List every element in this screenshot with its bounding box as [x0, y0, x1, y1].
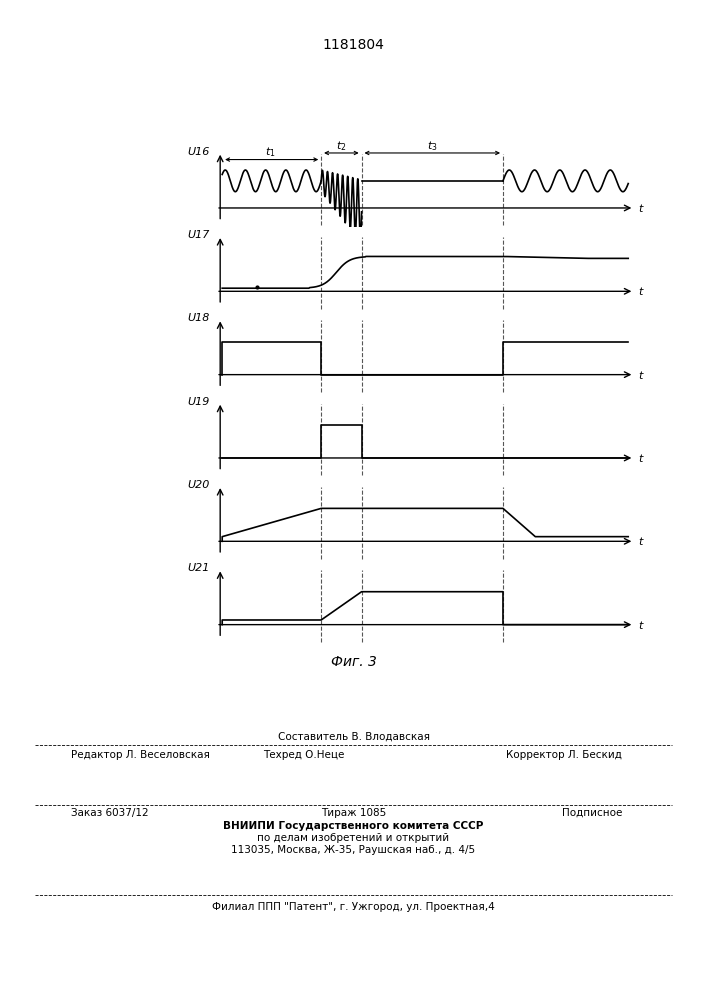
Text: $t$: $t$	[638, 619, 645, 631]
Text: $t$: $t$	[638, 535, 645, 547]
Text: U21: U21	[187, 563, 210, 573]
Text: $t$: $t$	[638, 202, 645, 214]
Text: по делам изобретений и открытий: по делам изобретений и открытий	[257, 833, 450, 843]
Text: Подписное: Подписное	[562, 808, 622, 818]
Text: $t$: $t$	[638, 369, 645, 381]
Text: Тираж 1085: Тираж 1085	[321, 808, 386, 818]
Text: Техред О.Неце: Техред О.Неце	[263, 750, 345, 760]
Text: U17: U17	[187, 230, 210, 240]
Text: Составитель В. Влодавская: Составитель В. Влодавская	[278, 732, 429, 742]
Text: ВНИИПИ Государственного комитета СССР: ВНИИПИ Государственного комитета СССР	[223, 821, 484, 831]
Text: 1181804: 1181804	[322, 38, 385, 52]
Text: Редактор Л. Веселовская: Редактор Л. Веселовская	[71, 750, 209, 760]
Text: U19: U19	[187, 397, 210, 407]
Text: $t_3$: $t_3$	[427, 139, 438, 153]
Text: U16: U16	[187, 147, 210, 157]
Text: Корректор Л. Бескид: Корректор Л. Бескид	[506, 750, 622, 760]
Text: $t_2$: $t_2$	[336, 139, 346, 153]
Text: Заказ 6037/12: Заказ 6037/12	[71, 808, 148, 818]
Text: Фиг. 3: Фиг. 3	[331, 655, 376, 669]
Text: Филиал ППП "Патент", г. Ужгород, ул. Проектная,4: Филиал ППП "Патент", г. Ужгород, ул. Про…	[212, 902, 495, 912]
Text: U18: U18	[187, 313, 210, 323]
Text: $t_1$: $t_1$	[265, 145, 276, 159]
Text: $t$: $t$	[638, 285, 645, 297]
Text: 113035, Москва, Ж-35, Раушская наб., д. 4/5: 113035, Москва, Ж-35, Раушская наб., д. …	[231, 845, 476, 855]
Text: $t$: $t$	[638, 452, 645, 464]
Text: U20: U20	[187, 480, 210, 490]
